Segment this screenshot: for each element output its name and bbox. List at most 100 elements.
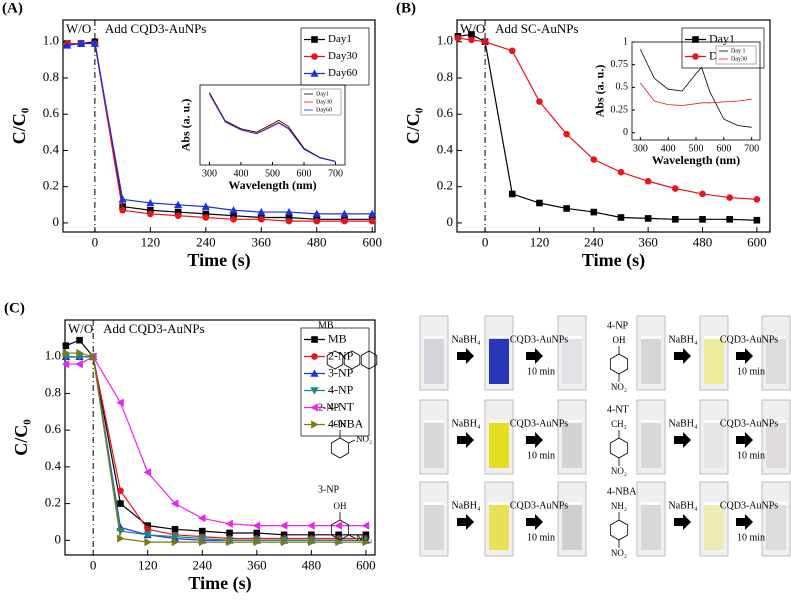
- cuvette-liquid: [489, 504, 509, 550]
- annotation: W/O: [460, 21, 485, 36]
- marker: [310, 387, 319, 395]
- ring: [609, 519, 629, 541]
- marker: [468, 31, 475, 38]
- y-tick-label: 0: [447, 214, 454, 229]
- cuvette-meniscus: [562, 502, 582, 505]
- y-tick-label: 0.6: [43, 105, 60, 120]
- time-label: 10 min: [527, 366, 555, 377]
- marker: [119, 206, 126, 214]
- x-tick-label: 0: [90, 558, 97, 573]
- ring: [360, 350, 378, 370]
- marker: [672, 185, 679, 192]
- x-tick-label: 600: [747, 235, 767, 250]
- reagent-label: NaBH₄: [451, 500, 481, 511]
- y-tick-label: 0.2: [45, 495, 61, 510]
- marker: [230, 216, 237, 223]
- y-axis-label: C/C₀: [403, 108, 423, 144]
- marker: [454, 34, 462, 42]
- cuvette-liquid: [641, 422, 661, 468]
- y-tick-label: 1: [623, 36, 628, 47]
- legend-label: MB: [328, 331, 347, 345]
- marker: [170, 499, 179, 508]
- x-tick-label: 480: [302, 558, 322, 573]
- cuvette-liquid: [641, 504, 661, 550]
- marker: [75, 359, 83, 369]
- compound-label: 4-NP: [607, 320, 629, 331]
- marker: [174, 212, 182, 219]
- x-axis-label: Time (s): [188, 573, 251, 594]
- marker: [617, 214, 625, 221]
- cuvette-liquid: [704, 504, 724, 550]
- marker: [230, 212, 237, 219]
- cuvette-meniscus: [489, 502, 509, 505]
- time-label: 10 min: [737, 450, 765, 461]
- marker: [89, 352, 98, 361]
- marker: [90, 39, 100, 47]
- legend-label: Day30: [328, 50, 358, 62]
- cuvette-meniscus: [562, 336, 582, 339]
- marker: [198, 535, 207, 543]
- arrow: [736, 432, 753, 448]
- series-line: [209, 92, 336, 162]
- marker: [536, 199, 543, 207]
- annotation: W/O: [66, 21, 91, 36]
- catalyst-label: CQD3-AuNPs: [720, 334, 778, 345]
- legend-label: Day30: [731, 56, 747, 62]
- substituent: CH₃: [611, 419, 627, 429]
- x-tick-label: 300: [633, 143, 648, 154]
- legend-label: Day1: [328, 33, 352, 45]
- marker: [563, 130, 570, 138]
- catalyst-label: CQD3-AuNPs: [720, 500, 778, 511]
- x-tick-label: 300: [202, 168, 217, 179]
- cuvette-meniscus: [641, 420, 661, 423]
- bond: [348, 439, 356, 444]
- panel-label: (C): [4, 300, 25, 316]
- x-tick-label: 0: [92, 235, 99, 250]
- catalyst-label: CQD3-AuNPs: [720, 418, 778, 429]
- marker: [753, 216, 761, 224]
- marker: [143, 468, 152, 477]
- cuvette-meniscus: [641, 502, 661, 505]
- marker: [62, 342, 70, 350]
- y-tick-label: 0.75: [611, 59, 629, 70]
- annotation: Add CQD3-AuNPs: [103, 321, 204, 336]
- marker: [340, 209, 349, 218]
- marker: [63, 41, 72, 49]
- marker: [311, 336, 318, 343]
- cuvette-meniscus: [424, 420, 444, 423]
- cuvette-liquid: [562, 504, 582, 550]
- y-tick-label: 0.4: [437, 141, 454, 156]
- marker: [279, 521, 288, 530]
- legend-label: 4-NT: [328, 399, 355, 413]
- annotation: W/O: [68, 321, 93, 336]
- cuvette-liquid: [424, 422, 444, 468]
- legend-label: 4-NP: [328, 382, 354, 396]
- x-tick-label: 600: [362, 235, 382, 250]
- marker: [753, 196, 761, 203]
- compound-label: 2-NP: [318, 402, 340, 413]
- marker: [118, 195, 127, 203]
- marker: [202, 214, 210, 221]
- marker: [692, 53, 699, 60]
- cuvette-liquid: [489, 422, 509, 468]
- marker: [174, 208, 182, 216]
- marker: [310, 403, 318, 412]
- catalyst-label: CQD3-AuNPs: [510, 500, 568, 511]
- marker: [508, 190, 516, 198]
- substituent: OH: [334, 419, 347, 429]
- marker: [76, 348, 84, 358]
- bond: [348, 534, 356, 539]
- arrow: [736, 514, 753, 530]
- y-axis-label: C/C₀: [11, 419, 31, 455]
- x-axis-label: Time (s): [187, 250, 250, 271]
- y-tick-label: 0.6: [437, 105, 454, 120]
- marker: [590, 156, 598, 163]
- marker: [313, 217, 321, 225]
- ring: [330, 437, 350, 459]
- y-tick-label: 0.4: [45, 458, 62, 473]
- compound-label: 4-NBA: [607, 486, 637, 497]
- panel-label: (B): [396, 0, 416, 16]
- ring: [330, 519, 350, 541]
